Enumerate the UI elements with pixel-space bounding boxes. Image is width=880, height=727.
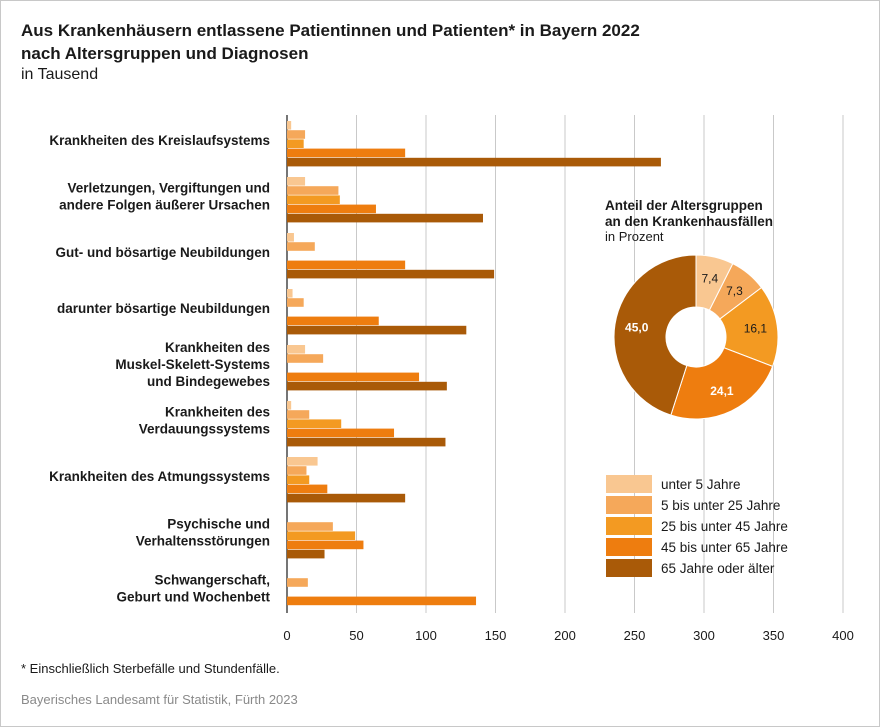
bar-4-4 [287,316,379,326]
chart-title-line1: Aus Krankenhäusern entlassene Patientinn… [21,21,640,40]
legend-swatch-1 [606,475,652,493]
category-label-7-1: Krankheiten des Atmungssystems [49,469,270,484]
bar-5-5 [287,381,447,391]
category-label-2-2: andere Folgen äußerer Ursachen [59,198,270,213]
category-label-2-1: Verletzungen, Vergiftungen und [67,181,270,196]
category-label-5-2: Muskel-Skelett-Systems [115,357,270,372]
legend-swatch-2 [606,496,652,514]
donut-label-5: 45,0 [625,321,649,335]
bar-6-5 [287,437,446,447]
bar-4-5 [287,325,467,335]
donut-subtitle: in Prozent [605,229,664,244]
donut-slice-4 [670,347,774,420]
bar-8-2 [287,522,333,531]
donut-label-1: 7,4 [701,272,718,286]
bar-3-2 [287,242,315,251]
bar-9-4 [287,596,477,606]
bar-3-1 [287,233,294,242]
bar-4-2 [287,298,304,307]
bar-1-3 [287,139,304,148]
chart-title-line2: nach Altersgruppen und Diagnosen [21,44,309,63]
donut-title-line1: Anteil der Altersgruppen [605,198,763,213]
x-tick-label-0: 0 [283,628,290,643]
bar-8-5 [287,549,325,559]
legend-swatch-5 [606,559,652,577]
bar-6-3 [287,419,342,428]
bar-7-4 [287,484,328,494]
legend-label-3: 25 bis unter 45 Jahre [661,519,788,534]
bar-2-4 [287,204,376,214]
legend-label-5: 65 Jahre oder älter [661,561,775,576]
legend-label-1: unter 5 Jahre [661,477,741,492]
x-tick-label-50: 50 [349,628,363,643]
legend-label-2: 5 bis unter 25 Jahre [661,498,780,513]
x-tick-label-100: 100 [415,628,437,643]
donut-title-line2: an den Krankenhausfällen [605,214,773,229]
x-tick-label-400: 400 [832,628,854,643]
bar-7-5 [287,493,406,503]
bar-6-4 [287,428,395,438]
x-tick-label-300: 300 [693,628,715,643]
chart-subtitle: in Tausend [21,66,99,83]
legend-label-4: 45 bis unter 65 Jahre [661,540,788,555]
donut-label-2: 7,3 [726,284,743,298]
x-tick-label-350: 350 [763,628,785,643]
donut-label-3: 16,1 [744,322,768,336]
bar-7-3 [287,475,310,484]
bar-3-4 [287,260,406,270]
bar-6-1 [287,401,292,410]
bar-1-4 [287,148,406,158]
bar-1-1 [287,121,292,130]
category-label-6-2: Verdauungssystems [139,422,270,437]
bar-5-4 [287,372,420,382]
donut-label-4: 24,1 [710,384,734,398]
legend-swatch-3 [606,517,652,535]
bar-1-5 [287,157,661,167]
footnote: * Einschließlich Sterbefälle und Stunden… [21,661,280,676]
x-tick-label-200: 200 [554,628,576,643]
category-label-3-1: Gut- und bösartige Neubildungen [56,245,270,260]
category-label-4-1: darunter bösartige Neubildungen [57,301,270,316]
category-label-5-1: Krankheiten des [165,340,270,355]
source-note: Bayerisches Landesamt für Statistik, Für… [21,692,298,707]
bar-5-1 [287,345,306,354]
donut-slice-5 [613,254,697,416]
bar-7-2 [287,466,307,475]
category-label-9-2: Geburt und Wochenbett [117,590,271,605]
bar-8-3 [287,531,356,540]
category-label-8-1: Psychische und [167,517,270,532]
bar-8-4 [287,540,364,550]
x-tick-label-250: 250 [624,628,646,643]
bar-2-1 [287,177,306,186]
x-tick-label-150: 150 [485,628,507,643]
category-label-5-3: und Bindegewebes [147,374,270,389]
bar-2-3 [287,195,340,204]
bar-1-2 [287,130,306,139]
bar-9-2 [287,578,308,587]
category-label-6-1: Krankheiten des [165,405,270,420]
legend-swatch-4 [606,538,652,556]
category-label-8-2: Verhaltensstörungen [136,534,270,549]
bar-5-2 [287,354,324,363]
bar-2-2 [287,186,339,195]
donut-slice-3 [719,286,779,368]
bar-4-1 [287,289,293,298]
bar-6-2 [287,410,310,419]
bar-2-5 [287,213,483,223]
category-label-1-1: Krankheiten des Kreislaufsystems [49,133,270,148]
bar-7-1 [287,457,318,466]
bar-3-5 [287,269,495,279]
category-label-9-1: Schwangerschaft, [154,573,270,588]
